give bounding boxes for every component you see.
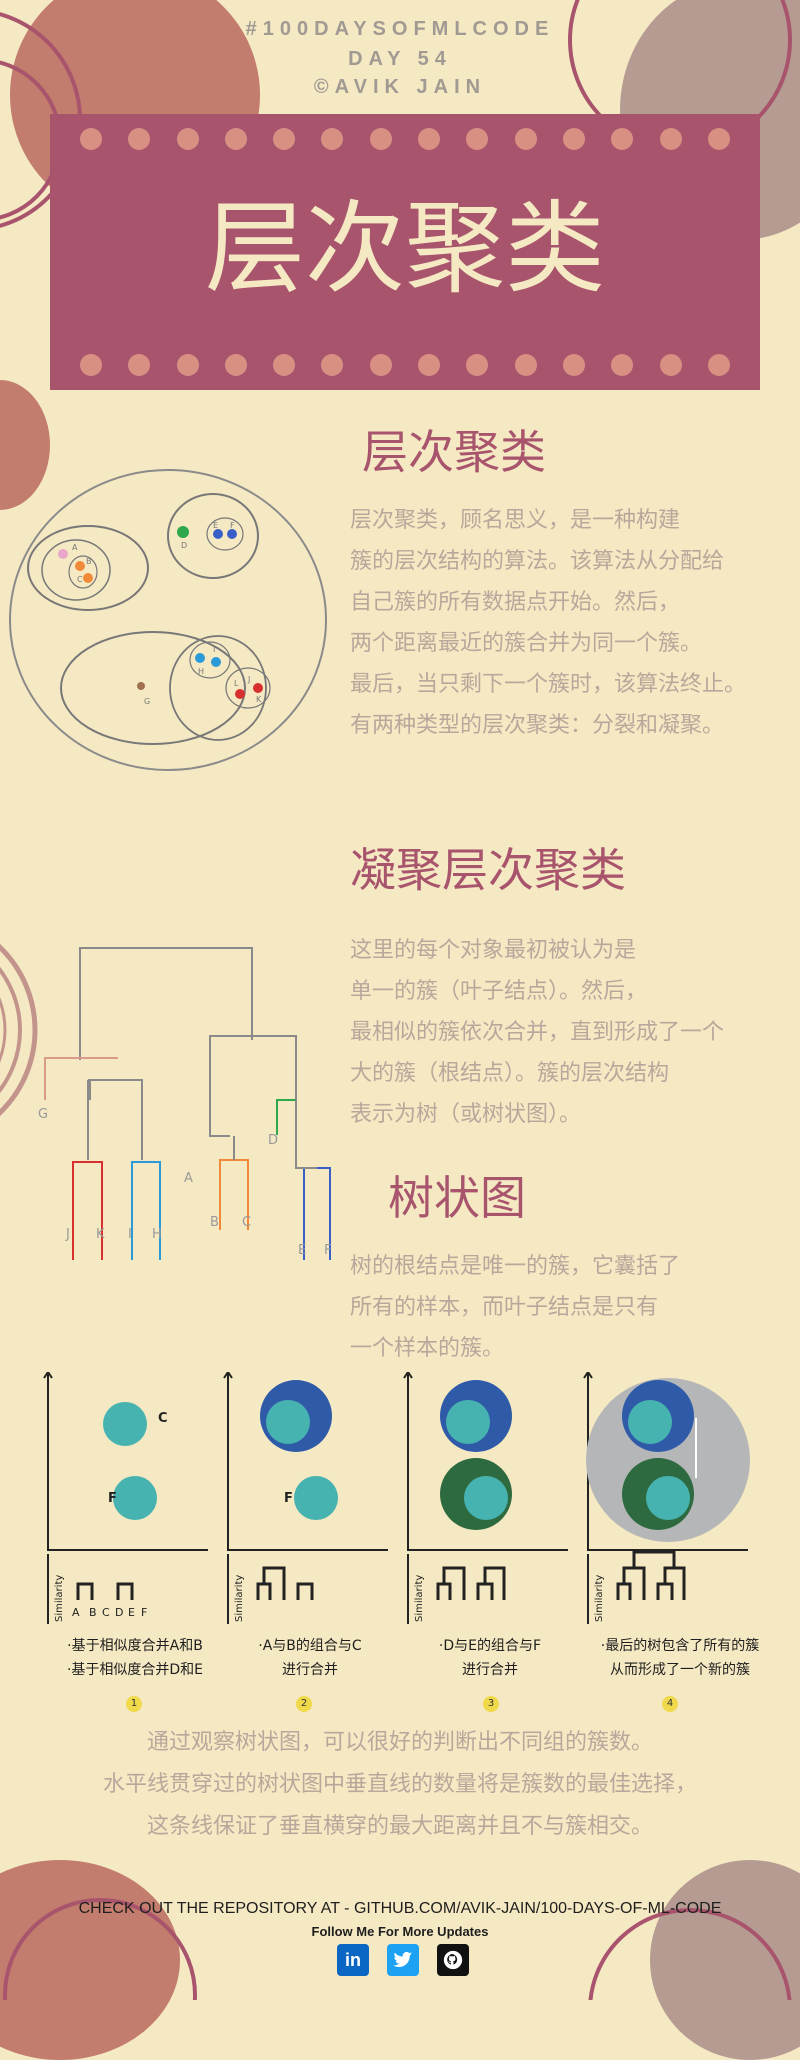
summary-line: 通过观察树状图，可以很好的判断出不同组的簇数。 [146, 1730, 653, 1755]
section2-heading: 凝聚层次聚类 [350, 843, 626, 897]
step1-panel: C F [43, 1372, 209, 1625]
section2-line: 单一的簇（叶子结点）。然后， [350, 979, 648, 1004]
title-banner: 层次聚类 [50, 114, 760, 390]
step-leaf-label: A [72, 1606, 80, 1619]
step2-line1: ·A与B的组合与C [258, 1638, 362, 1654]
step3-panel [403, 1372, 569, 1625]
step2-line2: 进行合并 [282, 1662, 338, 1678]
dendrogram-label: D [268, 1133, 278, 1148]
dendrogram-label: F [324, 1243, 331, 1258]
cluster-point-label: G [144, 697, 150, 706]
twitter-icon[interactable] [387, 1944, 419, 1976]
step-leaf-label: D [115, 1606, 123, 1619]
step3-line2: 进行合并 [462, 1662, 518, 1678]
repo-link[interactable]: CHECK OUT THE REPOSITORY AT - GITHUB.COM… [78, 1900, 722, 1917]
step4-line1: ·最后的树包含了所有的簇 [600, 1638, 760, 1654]
section3-line: 树的根结点是唯一的簇，它囊括了 [350, 1254, 681, 1279]
step1-caption: ·基于相似度合并A和B ·基于相似度合并D和E [40, 1634, 230, 1682]
section1-line: 自己簇的所有数据点开始。然后， [350, 590, 681, 615]
step3-line1: ·D与E的组合与F [438, 1638, 542, 1654]
section3-line: 一个样本的簇。 [350, 1336, 505, 1361]
section2-line: 大的簇（根结点）。簇的层次结构 [350, 1061, 670, 1086]
svg-text:C: C [158, 1411, 168, 1426]
cluster-point-label: B [86, 557, 92, 566]
steps-ylabel: Similarity [54, 1575, 65, 1622]
banner-dots-bottom [80, 354, 730, 376]
step1-line2: ·基于相似度合并D和E [66, 1662, 204, 1678]
dendrogram-label: I [128, 1227, 132, 1242]
summary-line: 水平线贯穿过的树状图中垂直线的数量将是簇数的最佳选择， [102, 1772, 697, 1797]
follow-text: Follow Me For More Updates [311, 1924, 489, 1939]
dendrogram-label: E [298, 1243, 306, 1258]
dendrogram-label: C [242, 1215, 251, 1230]
section2-line: 最相似的簇依次合并，直到形成了一个 [350, 1020, 725, 1045]
section1-line: 有两种类型的层次聚类：分裂和凝聚。 [350, 713, 725, 738]
dendrogram-label: A [184, 1171, 193, 1186]
github-icon[interactable] [437, 1944, 469, 1976]
section1-line: 簇的层次结构的算法。该算法从分配给 [350, 549, 725, 574]
cluster-point-label: L [234, 679, 239, 688]
svg-text:F: F [108, 1491, 117, 1506]
step-leaf-label: E [128, 1606, 135, 1619]
summary-text: 通过观察树状图，可以很好的判断出不同组的簇数。 水平线贯穿过的树状图中垂直线的数… [0, 1722, 800, 1848]
section1-line: 两个距离最近的簇合并为同一个簇。 [350, 631, 703, 656]
cluster-point-label: C [77, 575, 83, 584]
section1-line: 层次聚类，顾名思义，是一种构建 [350, 508, 681, 533]
cluster-point-label: K [256, 695, 262, 704]
step-leaf-label: C [102, 1606, 110, 1619]
cluster-point-label: F [230, 521, 235, 530]
cluster-point-label: A [72, 543, 78, 552]
step-leaf-label: F [141, 1606, 147, 1619]
step1-line1: ·基于相似度合并A和B [67, 1638, 203, 1654]
steps-diagram: C F F [43, 1372, 750, 1625]
step4-line2: 从而形成了一个新的簇 [610, 1662, 750, 1678]
dendrogram-label: G [38, 1107, 48, 1122]
step4-caption: ·最后的树包含了所有的簇 从而形成了一个新的簇 [580, 1634, 780, 1682]
section3-heading: 树状图 [388, 1171, 526, 1225]
dendrogram-diagram: G J K I H A B C D E F [38, 947, 331, 1260]
step4-panel [583, 1372, 750, 1625]
twitter-bird-glyph [393, 1952, 413, 1967]
steps-ylabel: Similarity [594, 1575, 605, 1622]
step2-panel: F [223, 1372, 389, 1625]
step1-number-badge: 1 [126, 1696, 142, 1712]
steps-ylabel: Similarity [414, 1575, 425, 1622]
section2-line: 这里的每个对象最初被认为是 [350, 938, 637, 963]
section3-line: 所有的样本，而叶子结点是只有 [350, 1295, 659, 1320]
cluster-point-label: H [198, 667, 204, 676]
linkedin-glyph: in [345, 1949, 361, 1970]
cluster-point-label: I [213, 645, 215, 654]
step3-caption: ·D与E的组合与F 进行合并 [400, 1634, 580, 1682]
step2-number-badge: 2 [296, 1696, 312, 1712]
section2-line: 表示为树（或树状图）。 [350, 1102, 582, 1127]
step-leaf-label: B [89, 1606, 97, 1619]
step4-number-badge: 4 [662, 1696, 678, 1712]
summary-line: 这条线保证了垂直横穿的最大距离并且不与簇相交。 [146, 1814, 653, 1839]
banner-title: 层次聚类 [205, 190, 605, 307]
cluster-point-label: J [247, 675, 250, 684]
header-author: ©AVIK JAIN [313, 76, 487, 98]
header-tag: #100DAYSOFMLCODE [245, 18, 555, 40]
section1-text: 层次聚类，顾名思义，是一种构建 簇的层次结构的算法。该算法从分配给 自己簇的所有… [350, 500, 746, 746]
github-octocat-glyph [443, 1950, 463, 1970]
step2-caption: ·A与B的组合与C 进行合并 [220, 1634, 400, 1682]
linkedin-icon[interactable]: in [337, 1944, 369, 1976]
banner-dots-top [80, 128, 730, 150]
section1-line: 最后，当只剩下一个簇时，该算法终止。 [350, 672, 747, 697]
dendrogram-label: K [96, 1227, 105, 1242]
steps-ylabel: Similarity [234, 1575, 245, 1622]
section3-text: 树的根结点是唯一的簇，它囊括了 所有的样本，而叶子结点是只有 一个样本的簇。 [350, 1246, 680, 1369]
cluster-point-label: E [213, 521, 218, 530]
section2-text: 这里的每个对象最初被认为是 单一的簇（叶子结点）。然后， 最相似的簇依次合并，直… [350, 930, 724, 1135]
step3-number-badge: 3 [483, 1696, 499, 1712]
svg-text:F: F [284, 1491, 293, 1506]
header-day: DAY 54 [348, 48, 452, 70]
nested-cluster-diagram: A B C D E F G H I J K L [9, 469, 327, 771]
dendrogram-label: J [65, 1227, 70, 1242]
dendrogram-label: B [210, 1215, 219, 1230]
dendrogram-label: H [152, 1227, 162, 1242]
cluster-point-label: D [181, 541, 187, 550]
section1-heading: 层次聚类 [362, 425, 546, 479]
